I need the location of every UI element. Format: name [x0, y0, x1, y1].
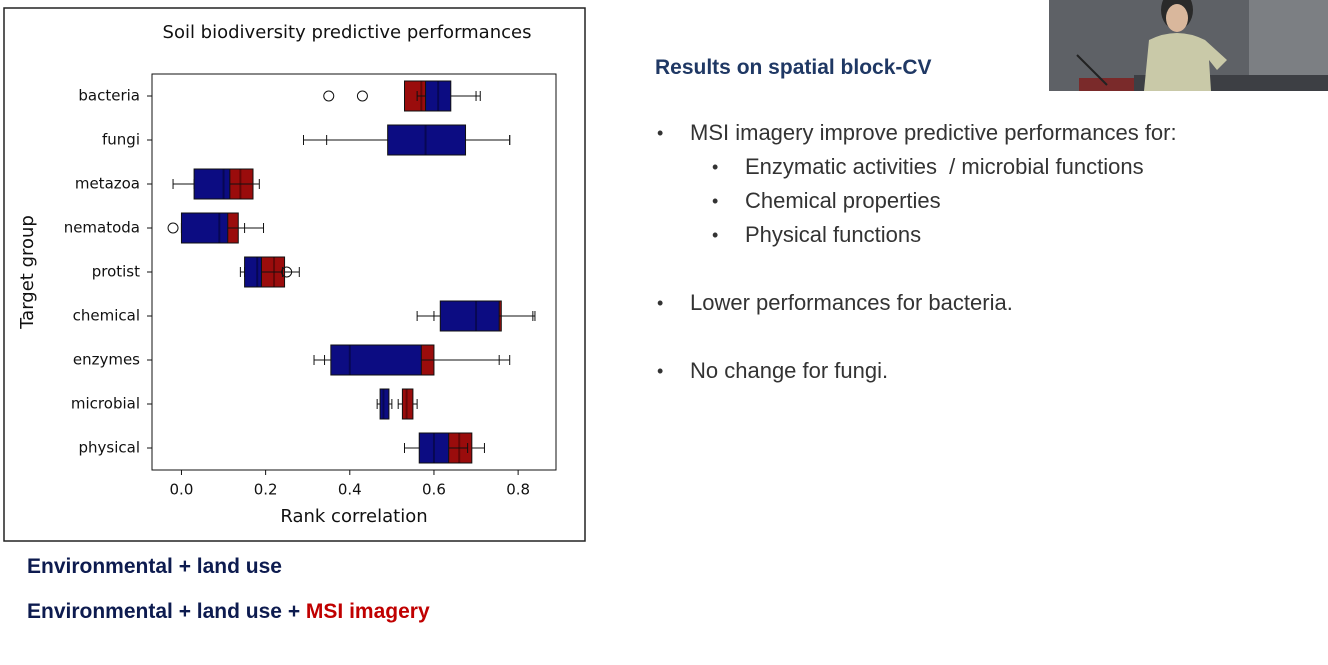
legend-text: Environmental + land use + [27, 600, 306, 623]
bullet-text: No change for fungi. [690, 358, 889, 383]
x-tick-label: 0.0 [170, 481, 194, 499]
legend-text: MSI imagery [305, 600, 430, 623]
presenter-video [1049, 0, 1328, 91]
video-frame [1049, 0, 1328, 91]
y-tick-label: fungi [102, 131, 140, 149]
box [425, 80, 452, 112]
outlier [281, 266, 293, 278]
bullet-text: MSI imagery improve predictive performan… [690, 120, 1177, 145]
bullet-marker: • [657, 361, 664, 381]
box [180, 212, 229, 244]
chart-frame [3, 7, 586, 542]
x-tick-label: 0.6 [422, 481, 446, 499]
chart: Soil biodiversity predictive performance… [3, 7, 586, 542]
y-tick-label: enzymes [73, 351, 140, 369]
bullet-marker: • [712, 157, 719, 177]
sub-bullet-text: Enzymatic activities / microbial functio… [745, 154, 1144, 179]
box [193, 168, 231, 200]
chart-title: Soil biodiversity predictive performance… [163, 22, 532, 43]
y-tick-label: nematoda [64, 219, 140, 237]
y-tick-label: metazoa [75, 175, 140, 193]
box [330, 344, 422, 376]
bullet-marker: • [712, 191, 719, 211]
y-tick-label: physical [79, 439, 141, 457]
box [379, 388, 390, 420]
outlier [356, 90, 368, 102]
box [387, 124, 467, 156]
legend-text: Environmental + land use [27, 555, 282, 578]
outlier [323, 90, 335, 102]
box [244, 256, 262, 288]
y-tick-label: microbial [71, 395, 140, 413]
y-axis-label: Target group [17, 215, 38, 330]
x-tick-label: 0.8 [506, 481, 530, 499]
x-tick-label: 0.2 [254, 481, 278, 499]
y-tick-label: bacteria [78, 87, 140, 105]
x-axis-label: Rank correlation [280, 506, 427, 527]
box [418, 432, 450, 464]
bullet-marker: • [712, 225, 719, 245]
outlier [167, 222, 179, 234]
x-tick-label: 0.4 [338, 481, 362, 499]
bullet-marker: • [657, 293, 664, 313]
legend-line: Environmental + land use [27, 555, 282, 579]
sub-bullet-text: Physical functions [745, 222, 922, 247]
y-tick-label: protist [92, 263, 140, 281]
y-tick-label: chemical [73, 307, 140, 325]
bullet-marker: • [657, 123, 664, 143]
legend-line: Environmental + land use + MSI imagery [27, 600, 430, 624]
heading: Results on spatial block-CV [655, 56, 932, 79]
bullet-text: Lower performances for bacteria. [690, 290, 1013, 315]
sub-bullet-text: Chemical properties [745, 188, 941, 213]
box [401, 388, 414, 420]
box [439, 300, 500, 332]
